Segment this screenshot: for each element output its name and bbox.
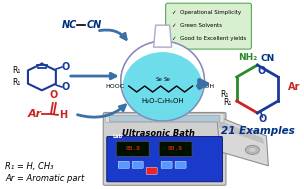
Text: NC: NC	[62, 20, 78, 30]
Text: HOOC: HOOC	[105, 84, 125, 88]
Text: 88.8: 88.8	[168, 146, 183, 151]
FancyBboxPatch shape	[109, 115, 220, 122]
Text: R₁: R₁	[12, 66, 21, 74]
Text: O: O	[258, 114, 267, 124]
Text: Se: Se	[163, 77, 170, 82]
Text: Ar: Ar	[288, 82, 301, 92]
Text: ✓  Operational Simplicity: ✓ Operational Simplicity	[171, 10, 241, 15]
Text: CN: CN	[260, 54, 275, 63]
Text: R₁: R₁	[12, 77, 21, 87]
Text: O: O	[62, 62, 70, 72]
Text: O: O	[50, 90, 58, 100]
Text: R₁: R₁	[220, 90, 229, 98]
Text: O: O	[258, 66, 266, 76]
Polygon shape	[154, 25, 171, 47]
Text: O: O	[62, 82, 70, 92]
FancyBboxPatch shape	[146, 167, 157, 174]
Text: R₁ = H, CH₃: R₁ = H, CH₃	[5, 162, 54, 171]
Text: Lab: Lab	[113, 135, 123, 139]
FancyBboxPatch shape	[118, 161, 129, 168]
Ellipse shape	[121, 41, 205, 121]
Text: NH₂: NH₂	[238, 53, 257, 62]
FancyBboxPatch shape	[103, 112, 226, 185]
Ellipse shape	[123, 52, 202, 122]
FancyBboxPatch shape	[166, 3, 251, 49]
FancyBboxPatch shape	[107, 136, 223, 182]
Polygon shape	[219, 120, 264, 144]
FancyBboxPatch shape	[132, 161, 143, 168]
Text: H₂O-C₂H₅OH: H₂O-C₂H₅OH	[141, 98, 184, 104]
Text: R₁: R₁	[223, 98, 231, 108]
Text: 88.8: 88.8	[125, 146, 140, 151]
FancyBboxPatch shape	[161, 161, 172, 168]
Text: Ultrasonic Bath: Ultrasonic Bath	[122, 129, 195, 138]
FancyBboxPatch shape	[175, 161, 186, 168]
FancyBboxPatch shape	[116, 141, 149, 156]
FancyBboxPatch shape	[159, 141, 192, 156]
Text: COOH: COOH	[195, 84, 215, 88]
Ellipse shape	[248, 147, 256, 152]
Text: ✓  Good to Excellent yields: ✓ Good to Excellent yields	[171, 36, 246, 41]
Ellipse shape	[245, 145, 259, 154]
Text: Ar: Ar	[28, 109, 42, 119]
FancyBboxPatch shape	[105, 113, 224, 122]
Text: Se: Se	[155, 77, 162, 82]
Text: 21 Examples: 21 Examples	[220, 126, 294, 136]
Text: Ar = Aromatic part: Ar = Aromatic part	[5, 174, 84, 183]
Text: ✓  Green Solvents: ✓ Green Solvents	[171, 23, 222, 28]
Text: H: H	[59, 110, 67, 120]
Polygon shape	[216, 116, 268, 166]
Text: CN: CN	[86, 20, 102, 30]
